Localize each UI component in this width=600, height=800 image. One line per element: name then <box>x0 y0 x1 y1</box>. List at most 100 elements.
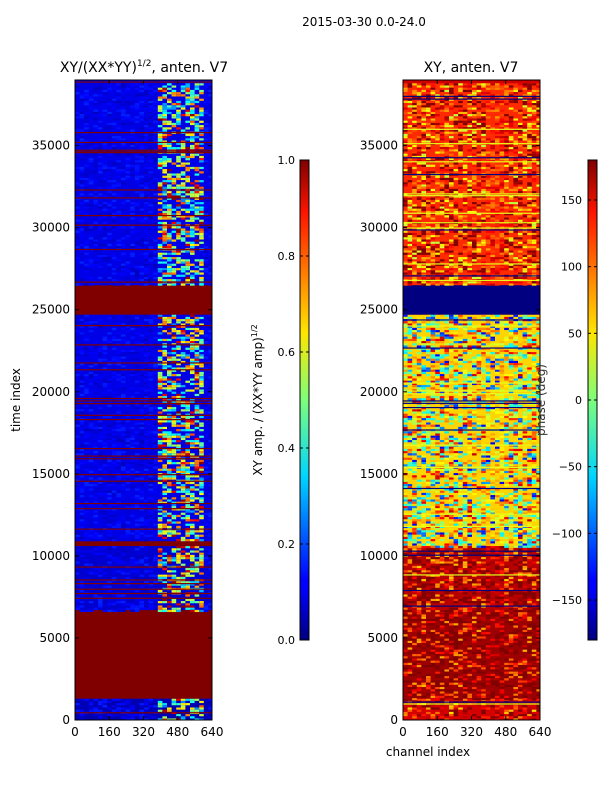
heatmap-cell <box>176 433 181 436</box>
heatmap-cell <box>93 94 98 97</box>
heatmap-cell <box>439 621 445 624</box>
heatmap-cell <box>148 374 154 377</box>
heatmap-cell <box>125 175 131 178</box>
heatmap-cell <box>93 510 98 513</box>
heatmap-cell <box>190 367 195 370</box>
heatmap-cell <box>98 186 103 189</box>
heatmap-cell <box>102 409 108 412</box>
heatmap-cell <box>449 634 454 637</box>
heatmap-cell <box>84 367 89 370</box>
heatmap-cell <box>171 230 177 233</box>
heatmap-cell <box>176 552 181 555</box>
heatmap-cell <box>134 166 140 170</box>
heatmap-cell <box>121 325 126 328</box>
heatmap-cell <box>98 235 103 238</box>
heatmap-cell <box>79 118 85 121</box>
heatmap-cell <box>162 360 167 364</box>
heatmap-cell <box>125 700 131 704</box>
heatmap-cell <box>88 605 94 608</box>
heatmap-cell <box>416 636 422 639</box>
heatmap-cell <box>139 716 144 719</box>
heatmap-cell <box>472 691 477 694</box>
heatmap-cell <box>162 451 167 454</box>
heatmap-cell <box>148 338 154 342</box>
heatmap-cell <box>98 700 103 704</box>
heatmap-cell <box>84 98 89 101</box>
heatmap-cell <box>144 127 149 130</box>
heatmap-cell <box>125 404 131 408</box>
heatmap-cell <box>176 230 181 233</box>
heatmap-cell <box>462 634 468 637</box>
heatmap-cell <box>416 632 422 635</box>
heatmap-cell <box>435 684 440 688</box>
heatmap-cell <box>121 118 126 121</box>
heatmap-cell <box>98 536 103 540</box>
heatmap-cell <box>412 625 417 628</box>
heatmap-cell <box>153 444 158 447</box>
heatmap-cell <box>190 570 195 573</box>
heatmap-cell <box>167 332 172 335</box>
heatmap-cell <box>190 140 195 143</box>
heatmap-cell <box>171 349 177 353</box>
amplitude-colorbar-label: XY amp. / (XX*YY amp)1/2 <box>250 324 265 475</box>
heatmap-cell <box>130 486 135 489</box>
heatmap-cell <box>102 563 108 566</box>
heatmap-cell <box>208 221 212 225</box>
heatmap-cell <box>116 358 121 361</box>
heatmap-cell <box>462 627 468 630</box>
heatmap-cell <box>75 380 80 383</box>
heatmap-cell <box>536 643 540 646</box>
heatmap-cell <box>453 645 459 648</box>
heatmap-cell <box>518 711 523 715</box>
heatmap-cell <box>176 206 181 209</box>
heatmap-cell <box>435 698 440 701</box>
heatmap-cell <box>176 466 181 469</box>
heatmap-cell <box>199 705 204 708</box>
heatmap-cell <box>462 671 468 674</box>
heatmap-cell <box>162 111 167 115</box>
heatmap-cell <box>134 404 140 408</box>
heatmap-cell <box>130 327 135 331</box>
heatmap-cell <box>199 127 204 130</box>
heatmap-cell <box>490 638 495 641</box>
heatmap-cell <box>84 213 89 216</box>
heatmap-cell <box>125 378 131 381</box>
heatmap-cell <box>203 488 209 491</box>
heatmap-cell <box>495 548 500 551</box>
heatmap-cell <box>499 629 505 633</box>
colorbar-tick-label: 1.0 <box>278 154 296 167</box>
heatmap-cell <box>148 393 154 397</box>
heatmap-cell <box>426 643 431 646</box>
heatmap-cell <box>180 546 186 549</box>
heatmap-cell <box>121 338 126 342</box>
heatmap-cell <box>449 647 454 650</box>
heatmap-cell <box>79 191 85 194</box>
heatmap-cell <box>130 570 135 573</box>
heatmap-cell <box>98 429 103 432</box>
heatmap-cell <box>481 647 486 650</box>
heatmap-cell <box>194 371 200 375</box>
heatmap-cell <box>176 341 181 344</box>
heatmap-cell <box>513 687 518 690</box>
heatmap-cell <box>495 698 500 701</box>
heatmap-cell <box>79 164 85 167</box>
heatmap-cell <box>139 265 144 269</box>
heatmap-cell <box>144 83 149 86</box>
heatmap-cell <box>157 459 163 463</box>
heatmap-cell <box>102 87 108 90</box>
heatmap-cell <box>98 140 103 143</box>
heatmap-cell <box>79 488 85 491</box>
heatmap-cell <box>476 665 482 668</box>
heatmap-cell <box>153 536 158 540</box>
heatmap-cell <box>439 632 445 635</box>
heatmap-cell <box>157 446 163 449</box>
heatmap-cell <box>462 612 468 615</box>
heatmap-cell <box>88 237 94 240</box>
heatmap-cell <box>134 510 140 513</box>
heatmap-cell <box>185 492 190 496</box>
heatmap-cell <box>194 546 200 549</box>
heatmap-cell <box>208 470 212 474</box>
heatmap-cell <box>203 279 209 282</box>
heatmap-cell <box>203 411 209 414</box>
heatmap-cell <box>171 422 177 425</box>
